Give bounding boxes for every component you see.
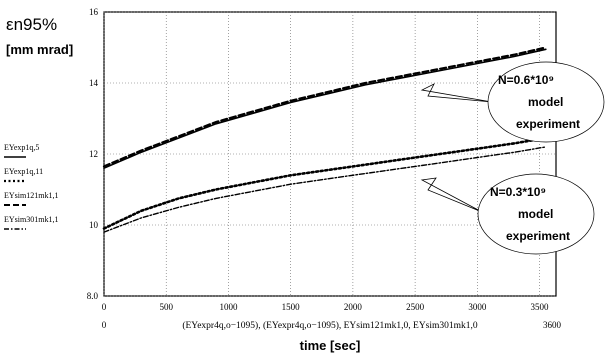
legend-label-2: EYexp1q,11 (4, 167, 43, 176)
annotation-lower-title: N=0.3*10⁹ (490, 185, 546, 199)
x-max-label: 3600 (543, 320, 562, 330)
annotation-upper-ellipse (487, 61, 605, 143)
x-tick-label: 1000 (219, 302, 238, 312)
legend-label-1: EYexp1q,5 (4, 143, 39, 152)
x-axis-title: time [sec] (300, 338, 361, 353)
legend-label-3: EYsim121mk1,1 (4, 191, 58, 200)
y-tick-label: 8.0 (87, 291, 99, 301)
annotation-upper-title: N=0.6*10⁹ (498, 73, 554, 87)
x-tick-label: 0 (102, 302, 107, 312)
series-line-2 (102, 136, 548, 230)
annotation-upper-experiment: experiment (516, 117, 580, 131)
grid-lines (103, 11, 556, 297)
annotation-upper-arrow (420, 83, 493, 103)
y-tick-label: 10 (89, 220, 99, 230)
annotation-lower: N=0.3*10⁹ model experiment (420, 173, 595, 255)
y-tick-label: 16 (89, 7, 99, 17)
x-axis-expression: (EYexpr4q,o−1095), (EYexpr4q,o−1095), EY… (182, 320, 478, 331)
x-tick-label: 3000 (468, 302, 487, 312)
x-tick-label: 2000 (344, 302, 363, 312)
y-tick-label: 12 (89, 149, 98, 159)
x-tick-label: 2500 (406, 302, 425, 312)
legend-label-4: EYsim301mk1,1 (4, 215, 58, 224)
data-series (102, 46, 548, 233)
x-min-label: 0 (102, 320, 107, 330)
annotation-lower-experiment: experiment (506, 229, 570, 243)
x-tick-label: 1500 (282, 302, 301, 312)
annotation-upper: N=0.6*10⁹ model experiment (420, 61, 605, 143)
x-tick-labels: 0 500 1000 1500 2000 2500 3000 3500 (102, 302, 549, 312)
annotation-lower-arrow (420, 177, 483, 213)
series-line-1 (103, 48, 547, 169)
x-tick-label: 500 (159, 302, 173, 312)
y-axis-unit-label: [mm mrad] (6, 42, 73, 57)
y-tick-label: 14 (89, 78, 99, 88)
legend: EYexp1q,5 EYexp1q,11 EYsim121mk1,1 EYsim… (4, 143, 58, 230)
annotation-lower-model: model (518, 207, 553, 221)
annotation-lower-ellipse (477, 173, 595, 255)
series-line-3 (102, 46, 547, 168)
series-line-4 (103, 146, 547, 233)
y-axis-label: εn95% (6, 15, 57, 34)
y-tick-labels: 8.0 10 12 14 16 (87, 7, 99, 301)
annotation-upper-model: model (528, 95, 563, 109)
x-tick-label: 3500 (531, 302, 550, 312)
